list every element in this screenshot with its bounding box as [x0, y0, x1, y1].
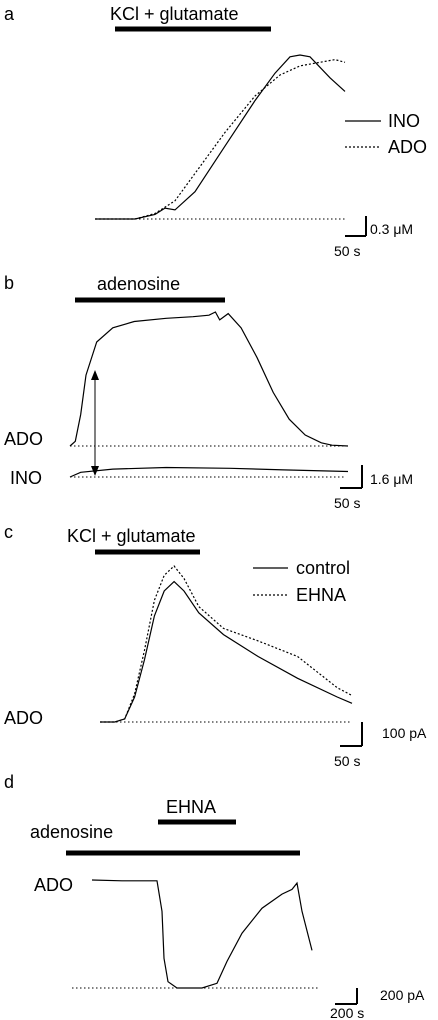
panel-a-legend-ino: INO — [388, 111, 420, 131]
panel-b-scalebar: 1.6 μM 50 s — [334, 465, 413, 511]
panel-d-label-ado: ADO — [34, 875, 73, 895]
panel-c-scalebar-x: 50 s — [334, 753, 360, 769]
panel-a-scalebar-y: 0.3 μM — [370, 221, 413, 237]
panel-b-scalebar-y: 1.6 μM — [370, 471, 413, 487]
panel-c-label: c — [4, 522, 13, 542]
panel-d-scalebar-y: 200 pA — [380, 987, 425, 1003]
panel-a-trace-ado — [95, 58, 346, 220]
panel-d-label: d — [4, 772, 14, 792]
panel-a-stimulus: KCl + glutamate — [110, 4, 239, 24]
panel-b-stimulus: adenosine — [97, 274, 180, 294]
panel-d-stimulus: adenosine — [30, 822, 113, 842]
panel-b-label-ado: ADO — [4, 429, 43, 449]
panel-c-label-ado: ADO — [4, 708, 43, 728]
panel-b-scalebar-x: 50 s — [334, 495, 360, 511]
panel-c-scalebar: 100 pA 50 s — [334, 722, 427, 769]
panel-d-scalebar-x: 200 s — [330, 1005, 364, 1020]
panel-c-trace-ehna — [100, 565, 353, 723]
panel-b-trace-ado — [69, 311, 349, 447]
panel-a-trace-ino — [95, 54, 346, 220]
panel-a-scalebar: 0.3 μM 50 s — [334, 216, 413, 259]
panel-a-scalebar-x: 50 s — [334, 243, 360, 259]
panel-a-legend-ado: ADO — [388, 137, 427, 157]
panel-c-legend-control: control — [296, 558, 350, 578]
panel-c-legend-ehna: EHNA — [296, 585, 346, 605]
panel-b-double-arrow — [91, 370, 99, 476]
panel-d-stimulus2: EHNA — [166, 797, 216, 817]
panel-b-trace-ino — [69, 466, 349, 478]
panel-d-trace-ado — [91, 879, 313, 989]
panel-c-scalebar-y: 100 pA — [382, 725, 427, 741]
panel-c-stimulus: KCl + glutamate — [67, 526, 196, 546]
panel-a-label: a — [4, 4, 15, 24]
panel-b-label-ino: INO — [10, 468, 42, 488]
panel-d-scalebar: 200 pA 200 s — [330, 987, 425, 1020]
panel-b-label: b — [4, 273, 14, 293]
